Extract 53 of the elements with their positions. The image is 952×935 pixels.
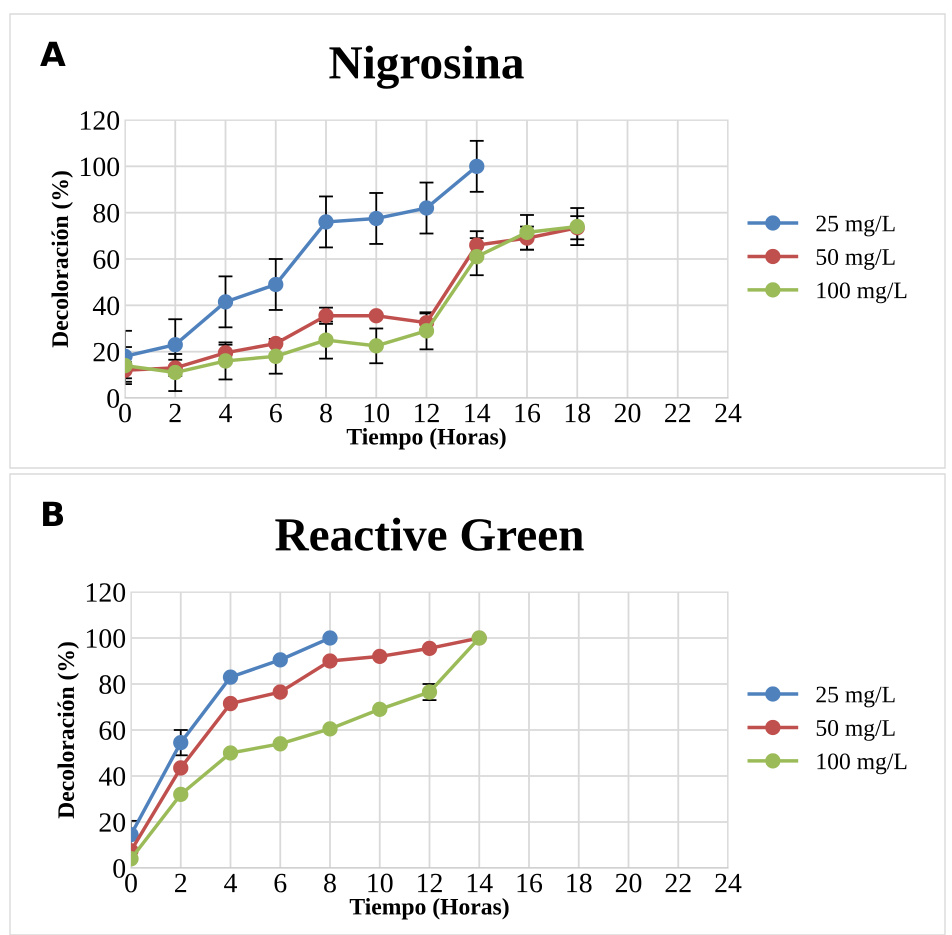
y-tick-label: 60 bbox=[94, 250, 120, 269]
y-tick-label: 60 bbox=[100, 721, 126, 740]
x-tick-label: 2 bbox=[170, 404, 181, 422]
x-tick-label: 20 bbox=[614, 404, 640, 422]
x-tick-label: 12 bbox=[415, 404, 439, 422]
x-tick-label: 22 bbox=[666, 874, 691, 892]
chart-title: Reactive Green bbox=[275, 518, 584, 551]
y-tick-label: 100 bbox=[86, 629, 126, 648]
legend-label: 100 mg/L bbox=[817, 753, 906, 774]
x-tick-label: 10 bbox=[368, 874, 393, 892]
y-tick-label: 80 bbox=[99, 675, 126, 694]
x-tick-label: 0 bbox=[125, 874, 137, 892]
y-tick-label: 120 bbox=[86, 583, 126, 602]
x-axis-title: Tiempo (Horas) bbox=[350, 898, 509, 920]
x-tick-label: 20 bbox=[616, 874, 642, 892]
legend-label: 100 mg/L bbox=[817, 282, 906, 304]
x-axis-title: Tiempo (Horas) bbox=[346, 428, 506, 450]
x-tick-label: 18 bbox=[567, 874, 592, 892]
y-tick-label: 0 bbox=[107, 389, 120, 408]
x-tick-label: 4 bbox=[224, 874, 238, 892]
x-tick-label: 8 bbox=[320, 404, 332, 422]
x-tick-label: 10 bbox=[364, 404, 390, 422]
x-tick-label: 24 bbox=[715, 874, 742, 892]
y-tick-label: 80 bbox=[93, 204, 120, 223]
chart-title: Nigrosina bbox=[329, 46, 524, 89]
legend-label: 25 mg/L bbox=[816, 686, 895, 708]
x-tick-label: 22 bbox=[665, 404, 690, 422]
x-tick-label: 18 bbox=[566, 404, 590, 422]
text: B bbox=[43, 502, 64, 526]
legend-label: 50 mg/L bbox=[816, 249, 895, 270]
y-tick-label: 120 bbox=[80, 111, 120, 130]
x-tick-label: 6 bbox=[270, 404, 282, 422]
text: A bbox=[40, 42, 66, 66]
legend-label: 25 mg/L bbox=[816, 216, 895, 236]
x-tick-label: 24 bbox=[715, 404, 742, 422]
y-tick-label: 40 bbox=[98, 767, 126, 786]
x-tick-label: 14 bbox=[468, 874, 493, 892]
y-axis-title: Decoloración (%) bbox=[57, 642, 79, 818]
x-tick-label: 8 bbox=[324, 874, 336, 892]
x-tick-label: 12 bbox=[418, 874, 442, 892]
y-tick-label: 20 bbox=[100, 813, 126, 832]
y-axis-title: Decoloración (%) bbox=[51, 171, 73, 348]
x-tick-label: 6 bbox=[274, 874, 286, 892]
y-tick-label: 100 bbox=[80, 158, 120, 176]
legend-label: 50 mg/L bbox=[816, 720, 895, 741]
x-tick-label: 2 bbox=[175, 874, 186, 892]
y-tick-label: 0 bbox=[113, 859, 126, 878]
x-tick-label: 4 bbox=[219, 404, 232, 422]
y-tick-label: 20 bbox=[94, 342, 120, 362]
x-tick-label: 16 bbox=[518, 874, 542, 892]
y-tick-label: 40 bbox=[92, 296, 120, 316]
x-tick-label: 14 bbox=[465, 404, 490, 422]
x-tick-label: 16 bbox=[516, 404, 540, 422]
